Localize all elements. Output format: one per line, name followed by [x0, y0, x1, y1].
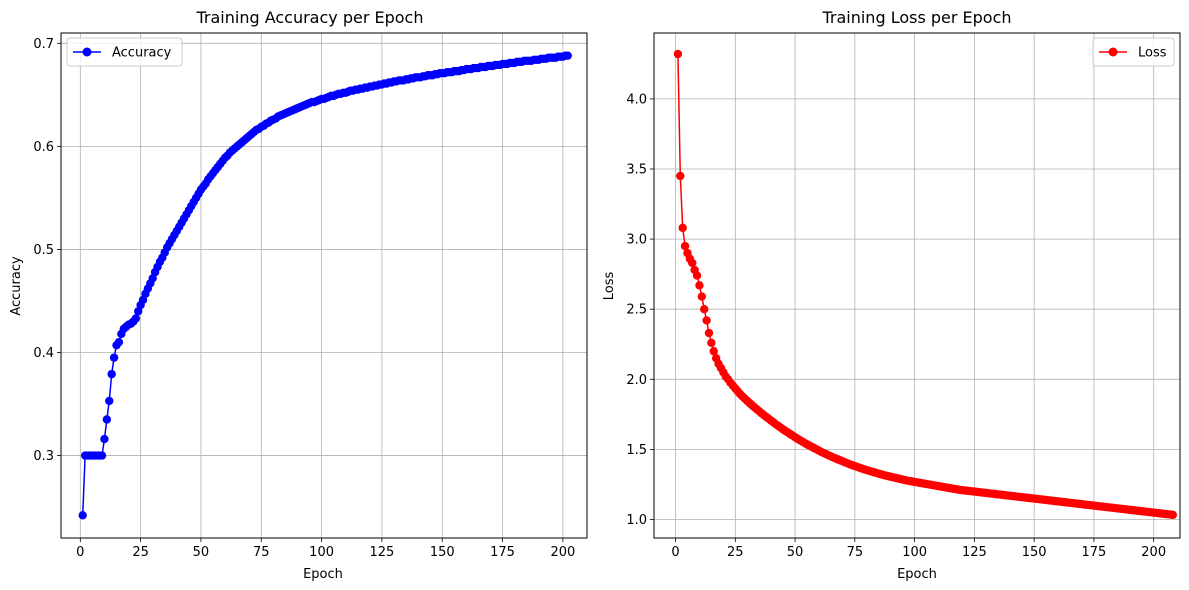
- accuracy-y-tick-label: 0.6: [33, 140, 54, 155]
- accuracy-data-point: [563, 51, 572, 60]
- loss-y-tick-label: 4.0: [626, 92, 647, 107]
- loss-legend: Loss: [1092, 37, 1175, 67]
- loss-gridlines: [654, 33, 1180, 538]
- accuracy-data-point: [114, 337, 124, 347]
- loss-x-tick-label: 200: [1141, 545, 1166, 560]
- accuracy-y-tick-label: 0.3: [33, 449, 54, 464]
- accuracy-y-tick-label: 0.4: [33, 346, 54, 361]
- loss-y-tick-label: 1.0: [626, 513, 647, 528]
- loss-series: [673, 49, 1178, 520]
- accuracy-x-tick-label: 0: [76, 545, 84, 560]
- accuracy-x-axis-label: Epoch: [303, 567, 343, 582]
- loss-data-point: [688, 258, 697, 268]
- loss-x-tick-label: 0: [671, 545, 679, 560]
- accuracy-legend-label: Accuracy: [112, 46, 172, 61]
- accuracy-legend-marker: [82, 47, 92, 57]
- accuracy-legend-box: [66, 37, 183, 67]
- accuracy-x-tick-label: 50: [193, 545, 210, 560]
- accuracy-gridlines: [61, 33, 587, 538]
- accuracy-y-tick-label: 0.7: [33, 37, 54, 52]
- accuracy-data-point: [107, 369, 116, 379]
- loss-y-tick-label: 2.5: [626, 303, 647, 318]
- accuracy-x-tick-label: 125: [369, 545, 394, 560]
- loss-data-point: [700, 304, 709, 314]
- loss-legend-marker: [1108, 47, 1118, 57]
- loss-data-point: [676, 171, 685, 181]
- loss-data-point: [704, 328, 714, 338]
- loss-data-point: [673, 49, 683, 59]
- accuracy-data-point: [97, 451, 107, 460]
- loss-y-axis-label: Loss: [602, 272, 617, 301]
- accuracy-series: [78, 51, 572, 520]
- loss-data-point: [692, 271, 702, 280]
- loss-y-tick-label: 3.5: [626, 162, 647, 177]
- loss-x-tick-label: 50: [787, 545, 804, 560]
- loss-chart-title: Training Loss per Epoch: [821, 8, 1011, 27]
- accuracy-data-point: [102, 415, 112, 424]
- accuracy-y-tick-label: 0.5: [33, 243, 54, 258]
- loss-data-point: [707, 338, 716, 348]
- loss-y-tick-label: 2.0: [626, 373, 647, 388]
- accuracy-data-point: [131, 314, 140, 323]
- accuracy-data-point: [78, 511, 87, 520]
- loss-x-tick-label: 150: [1022, 545, 1047, 560]
- accuracy-data-point: [109, 353, 119, 362]
- loss-x-tick-label: 75: [847, 545, 864, 560]
- loss-x-tick-label: 100: [902, 545, 927, 560]
- loss-x-tick-label: 25: [727, 545, 744, 560]
- loss-legend-box: [1092, 37, 1175, 67]
- accuracy-chart-title: Training Accuracy per Epoch: [195, 8, 423, 27]
- loss-data-point: [680, 241, 690, 251]
- accuracy-plot-frame: [60, 32, 588, 539]
- accuracy-data-point: [105, 396, 114, 406]
- accuracy-x-tick-label: 75: [253, 545, 270, 560]
- loss-data-point: [695, 281, 704, 290]
- loss-x-tick-label: 175: [1082, 545, 1107, 560]
- accuracy-x-tick-label: 100: [309, 545, 334, 560]
- accuracy-legend: Accuracy: [66, 37, 183, 67]
- loss-plot-frame: [653, 32, 1181, 539]
- loss-x-axis-label: Epoch: [897, 567, 937, 582]
- loss-ticks: 0 25 50 75 100 125 150 175 200 1.0 1.5 2.0 2.5 3.0 3.5…: [626, 92, 1166, 560]
- accuracy-x-tick-label: 150: [430, 545, 455, 560]
- loss-data-point: [709, 347, 718, 356]
- accuracy-x-tick-label: 25: [132, 545, 149, 560]
- loss-data-point: [702, 316, 711, 325]
- loss-data-point: [697, 292, 707, 301]
- accuracy-data-point: [100, 434, 109, 444]
- loss-legend-label: Loss: [1138, 46, 1167, 61]
- accuracy-chart: Training Accuracy per Epoch Epoch Accura…: [9, 8, 588, 582]
- accuracy-x-tick-label: 200: [550, 545, 575, 560]
- accuracy-x-tick-label: 175: [490, 545, 515, 560]
- loss-chart: Training Loss per Epoch Epoch Loss 0 25 50…: [602, 8, 1181, 582]
- loss-data-point: [1168, 510, 1178, 520]
- loss-data-point: [678, 223, 687, 233]
- accuracy-y-axis-label: Accuracy: [9, 256, 24, 316]
- accuracy-ticks: 0 25 50 75 100 125 150 175 200 0.3 0.4 0.5 0.6 0.7: [33, 37, 575, 560]
- accuracy-series-line: [81, 54, 568, 516]
- loss-series-line: [677, 54, 1173, 516]
- loss-y-tick-label: 3.0: [626, 233, 647, 248]
- loss-x-tick-label: 125: [962, 545, 987, 560]
- loss-y-tick-label: 1.5: [626, 443, 647, 458]
